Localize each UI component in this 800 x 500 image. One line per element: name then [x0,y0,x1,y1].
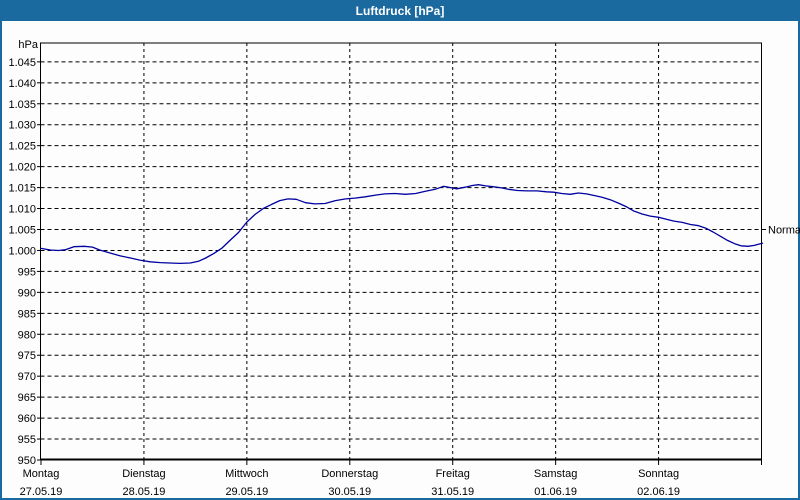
window-title: Luftdruck [hPa] [355,3,445,18]
y-tick-label: 1.030 [8,120,36,132]
x-tick-weekday: Montag [23,468,60,480]
y-tick-label: 1.040 [8,78,36,90]
y-tick-label: 1.015 [8,183,36,195]
x-tick-weekday: Freitag [436,468,470,480]
y-tick-label: 980 [18,329,36,341]
y-tick-label: 1.005 [8,224,36,236]
y-tick-label: 995 [18,266,36,278]
y-tick-label: 1.035 [8,99,36,111]
x-tick-weekday: Donnerstag [321,468,378,480]
y-tick-label: 950 [18,455,36,467]
x-tick-date: 27.05.19 [20,486,63,498]
y-tick-label: 990 [18,287,36,299]
x-tick-weekday: Mittwoch [225,468,268,480]
y-unit-label: hPa [18,39,38,51]
x-tick-date: 29.05.19 [225,486,268,498]
y-tick-label: 955 [18,434,36,446]
y-tick-label: 960 [18,413,36,425]
x-tick-weekday: Samstag [534,468,577,480]
x-tick-date: 28.05.19 [123,486,166,498]
x-tick-date: 01.06.19 [534,486,577,498]
y-tick-label: 1.045 [8,57,36,69]
y-tick-label: 1.025 [8,141,36,153]
y-tick-label: 965 [18,392,36,404]
y-tick-label: 970 [18,371,36,383]
pressure-line [40,184,764,265]
y-tick-label: 1.000 [8,245,36,257]
y-tick-label: 975 [18,350,36,362]
x-tick-weekday: Dienstag [122,468,165,480]
x-tick-date: 02.06.19 [637,486,680,498]
y-tick-label: 1.020 [8,162,36,174]
normal-label: Normal [768,224,800,236]
x-tick-date: 31.05.19 [431,486,474,498]
y-tick-label: 1.010 [8,204,36,216]
x-tick-date: 30.05.19 [328,486,371,498]
y-tick-label: 985 [18,308,36,320]
window-titlebar: Luftdruck [hPa] [0,0,800,21]
x-tick-weekday: Sonntag [638,468,679,480]
